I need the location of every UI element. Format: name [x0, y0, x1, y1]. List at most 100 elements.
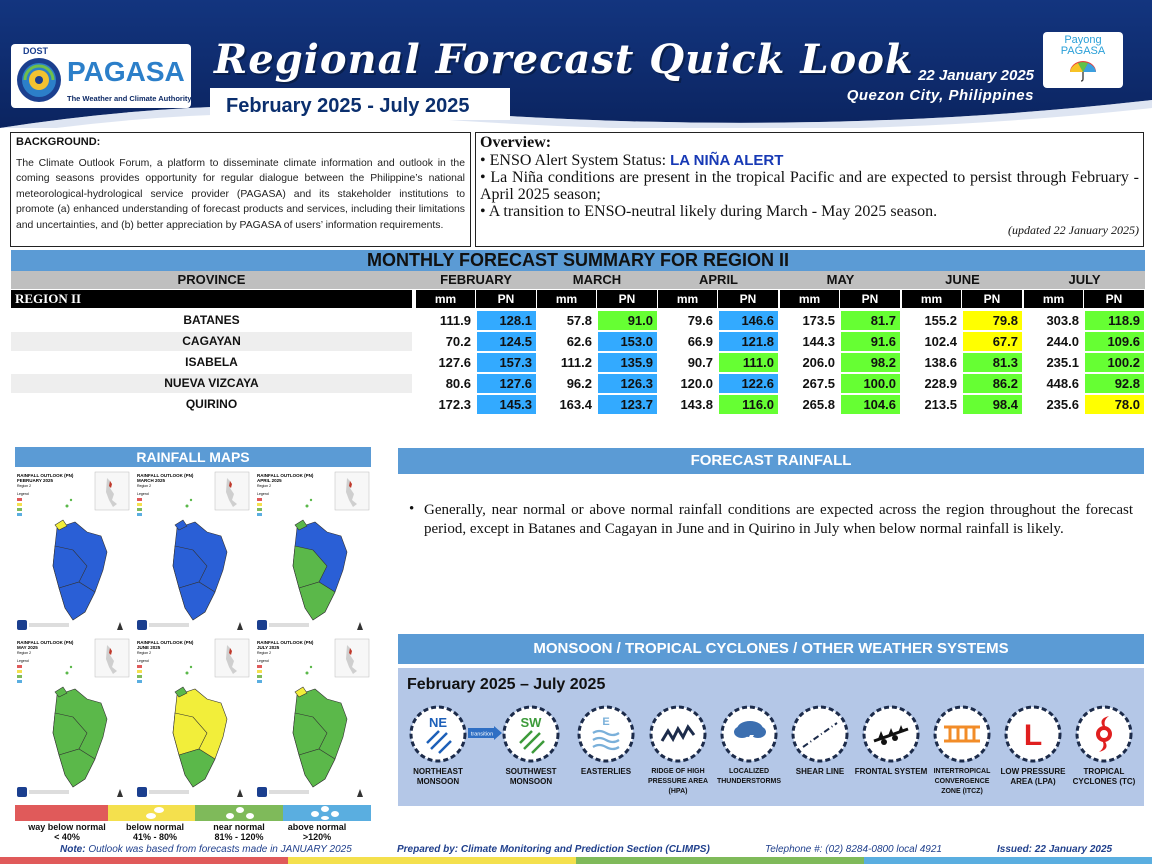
province-name: BATANES	[183, 313, 240, 327]
rainfall-map: RAINFALL OUTLOOK (PN) FEBRUARY 2025 Region…	[15, 470, 132, 635]
pn-value: 135.9	[597, 353, 657, 372]
map-month: MAY 2025	[17, 645, 38, 650]
pn-value: 122.6	[718, 374, 778, 393]
rainfall-maps-title: RAINFALL MAPS	[15, 447, 371, 467]
frontal-system-icon	[862, 705, 920, 763]
label-ridge-hpa: RIDGE OF HIGH PRESSURE AREA (HPA)	[647, 768, 709, 795]
pn-value: 86.2	[962, 374, 1022, 393]
pn-value: 111.0	[718, 353, 778, 372]
payong-label: Payong	[1064, 34, 1102, 46]
footer-color-bar	[0, 857, 1152, 864]
transition-text: A transition to ENSO-neutral likely duri…	[488, 203, 938, 220]
rainfall-map: RAINFALL OUTLOOK (PN) APRIL 2025 Region 2 L…	[255, 470, 372, 635]
la-nina-alert-badge: LA NIÑA ALERT	[670, 152, 784, 169]
pn-value: 81.3	[962, 353, 1022, 372]
pn-header: PN	[597, 290, 657, 308]
svg-text:Legend: Legend	[137, 492, 149, 496]
map-title: RAINFALL OUTLOOK (PN)	[17, 640, 74, 645]
mm-value: 235.1	[1046, 355, 1079, 370]
map-month: JUNE 2025	[137, 645, 161, 650]
mm-value: 138.6	[924, 355, 957, 370]
pagasa-logo: DOST PAGASA The Weather and Climate Auth…	[11, 44, 192, 108]
pn-value: 67.7	[962, 332, 1022, 351]
mm-value: 120.0	[680, 376, 713, 391]
ridge-hpa-icon	[649, 705, 707, 763]
pn-value: 98.4	[962, 395, 1022, 414]
mm-value: 96.2	[566, 376, 592, 391]
map-title: RAINFALL OUTLOOK (PN)	[17, 473, 74, 478]
map-title: RAINFALL OUTLOOK (PN)	[137, 473, 194, 478]
background-title: BACKGROUND:	[16, 136, 101, 148]
pn-value: 126.3	[597, 374, 657, 393]
header-background	[0, 0, 1152, 128]
page-title: Regional Forecast Quick Look	[214, 36, 914, 83]
mm-value: 90.7	[687, 355, 713, 370]
sub-header-row: REGION II mm PN mm PN mm PN mm PN mm PN mm PN	[11, 290, 1145, 308]
label-northeast-monsoon: NORTHEAST MONSOON	[413, 767, 463, 786]
map-month: APRIL 2025	[257, 478, 282, 483]
month-header-row: PROVINCE FEBRUARY MARCH APRIL MAY JUNE J…	[11, 271, 1145, 289]
rainfall-map: RAINFALL OUTLOOK (PN) MARCH 2025 Region 2 L…	[135, 470, 252, 635]
mm-value: 244.0	[1046, 334, 1079, 349]
rainfall-legend-strip	[15, 805, 371, 821]
pn-value: 100.2	[1084, 353, 1144, 372]
map-title: RAINFALL OUTLOOK (PN)	[257, 473, 314, 478]
month-header: JULY	[1068, 272, 1101, 287]
pn-header: PN	[1084, 290, 1144, 308]
month-header: FEBRUARY	[440, 272, 512, 287]
pn-value: 78.0	[1084, 395, 1144, 414]
mm-header: mm	[416, 290, 475, 308]
svg-text:Legend: Legend	[257, 659, 269, 663]
overview-enso-status: • ENSO Alert System Status: LA NIÑA ALER…	[480, 152, 784, 169]
pn-value: 124.5	[476, 332, 536, 351]
label-localized-thunderstorms: LOCALIZED THUNDERSTORMS	[716, 768, 782, 785]
svg-text:Legend: Legend	[137, 659, 149, 663]
pn-value: 127.6	[476, 374, 536, 393]
umbrella-icon	[1070, 61, 1096, 82]
map-month: FEBRUARY 2025	[17, 478, 54, 483]
dost-label: DOST	[23, 46, 49, 56]
shear-line-icon	[791, 705, 849, 763]
overview-la-nina-line: • La Niña conditions are present in the …	[480, 169, 1140, 203]
legend-above-swatch	[283, 805, 371, 821]
legend-above: above normal >120%	[287, 822, 347, 842]
mm-value: 235.6	[1046, 397, 1079, 412]
pn-value: 157.3	[476, 353, 536, 372]
issue-date: 22 January 2025	[918, 67, 1034, 84]
weather-systems-period: February 2025 – July 2025	[407, 676, 606, 693]
itcz-icon	[933, 705, 991, 763]
pn-value: 98.2	[840, 353, 900, 372]
payong-pagasa-label: PAGASA	[1060, 45, 1106, 57]
mm-value: 172.3	[438, 397, 471, 412]
table-row: CAGAYAN 70.2 124.5 62.6 153.0 66.9 121.8 144.3 9…	[11, 332, 1145, 351]
svg-text:L: L	[1024, 719, 1042, 752]
map-title: RAINFALL OUTLOOK (PN)	[137, 640, 194, 645]
pn-value: 128.1	[476, 311, 536, 330]
map-title: RAINFALL OUTLOOK (PN)	[257, 640, 314, 645]
region-label: REGION II	[11, 290, 412, 308]
overview-title: Overview:	[480, 134, 552, 151]
footer-telephone: Telephone #: (02) 8284-0800 local 4921	[765, 844, 942, 855]
legend-near: near normal 81% - 120%	[213, 822, 265, 842]
weather-systems-title: MONSOON / TROPICAL CYCLONES / OTHER WEAT…	[398, 634, 1144, 664]
province-name: ISABELA	[185, 355, 238, 369]
pn-value: 79.8	[962, 311, 1022, 330]
label-southwest-monsoon: SOUTHWEST MONSOON	[505, 767, 557, 786]
rainfall-map: RAINFALL OUTLOOK (PN) JUNE 2025 Region 2 Le…	[135, 637, 252, 802]
pagasa-wordmark: PAGASA	[67, 56, 185, 87]
mm-header: mm	[658, 290, 717, 308]
pn-value: 123.7	[597, 395, 657, 414]
mm-value: 265.8	[802, 397, 835, 412]
mm-header: mm	[537, 290, 596, 308]
map-region: Region 2	[257, 484, 271, 488]
summary-title: MONTHLY FORECAST SUMMARY FOR REGION II	[11, 250, 1145, 271]
mm-value: 143.8	[680, 397, 713, 412]
map-month: JULY 2025	[257, 645, 280, 650]
background-text: The Climate Outlook Forum, a platform to…	[16, 158, 465, 231]
footer: Note: Outlook was based from forecasts m…	[0, 843, 1152, 858]
footer-prepared: Prepared by: Climate Monitoring and Pred…	[397, 844, 710, 855]
bullet-icon: •	[409, 501, 415, 517]
map-region: Region 2	[257, 651, 271, 655]
pn-value: 91.6	[840, 332, 900, 351]
